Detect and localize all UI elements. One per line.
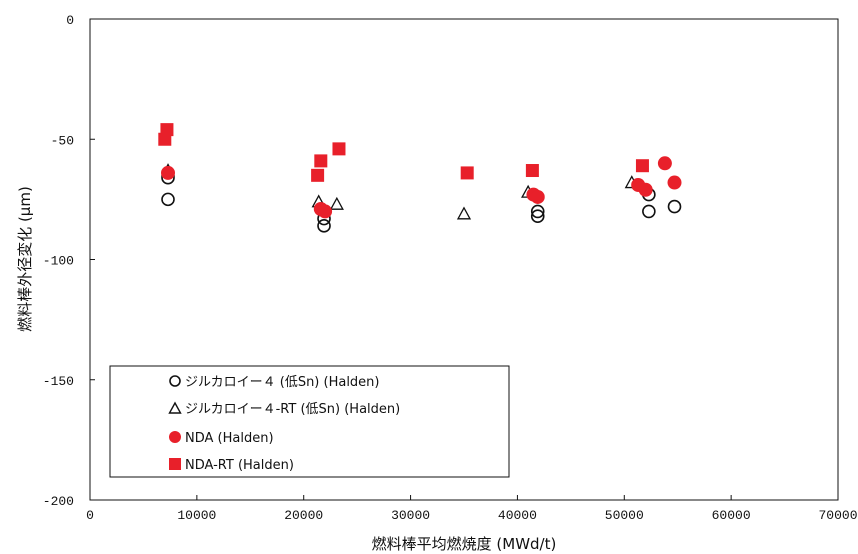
- y-tick-label: -150: [43, 374, 74, 389]
- point-open-triangle: [329, 196, 344, 210]
- x-tick-label: 60000: [712, 508, 751, 523]
- point-filled-square: [332, 142, 346, 156]
- x-tick-label: 20000: [284, 508, 323, 523]
- legend-marker-open-triangle: [168, 401, 182, 414]
- point-filled-circle: [657, 156, 672, 171]
- point-filled-square: [635, 159, 649, 173]
- legend-label-zircaloy4: ジルカロイー４ (低Sn) (Halden): [185, 375, 380, 390]
- point-filled-circle: [638, 182, 653, 197]
- point-filled-square: [525, 164, 539, 178]
- legend-marker-filled-square: [169, 458, 181, 470]
- axis-ticks: 0 10000 20000 30000 40000 50000 60000 70000 0 -50…: [43, 13, 858, 523]
- x-tick-label: 70000: [818, 508, 857, 523]
- legend-label-nda: NDA (Halden): [185, 431, 274, 446]
- y-tick-label: -100: [43, 254, 74, 269]
- point-open-circle: [667, 199, 682, 214]
- point-filled-circle: [318, 204, 333, 219]
- y-tick-label: -50: [51, 133, 74, 148]
- legend-label-nda-rt: NDA-RT (Halden): [185, 458, 294, 473]
- point-open-circle: [642, 204, 656, 219]
- x-tick-label: 30000: [391, 508, 430, 523]
- point-filled-circle: [667, 175, 682, 190]
- point-open-circle: [161, 192, 175, 207]
- x-tick-label: 40000: [498, 508, 537, 523]
- x-tick-label: 50000: [605, 508, 644, 523]
- legend-label-zircaloy4-rt: ジルカロイー４-RT (低Sn) (Halden): [185, 402, 400, 417]
- y-axis-title: 燃料棒外径変化 (μm): [16, 186, 34, 332]
- point-open-triangle: [456, 206, 472, 220]
- x-axis-title: 燃料棒平均燃焼度 (MWd/t): [372, 535, 557, 553]
- point-filled-circle: [530, 189, 545, 204]
- y-tick-label: 0: [66, 13, 74, 28]
- legend-marker-open-circle: [169, 375, 181, 387]
- x-tick-label: 10000: [177, 508, 216, 523]
- y-tick-label: -200: [43, 494, 74, 509]
- legend: ジルカロイー４ (低Sn) (Halden) ジルカロイー４-RT (低Sn) …: [109, 365, 510, 478]
- legend-marker-filled-circle: [169, 431, 181, 443]
- point-open-circle: [317, 219, 331, 233]
- point-filled-square: [158, 132, 172, 146]
- point-filled-square: [460, 166, 474, 180]
- point-filled-square: [314, 154, 328, 168]
- point-filled-square: [311, 168, 325, 182]
- point-filled-circle: [161, 165, 176, 180]
- x-tick-label: 0: [86, 508, 94, 523]
- data-points: [158, 123, 682, 233]
- point-open-circle: [530, 209, 545, 224]
- point-open-circle: [530, 204, 545, 219]
